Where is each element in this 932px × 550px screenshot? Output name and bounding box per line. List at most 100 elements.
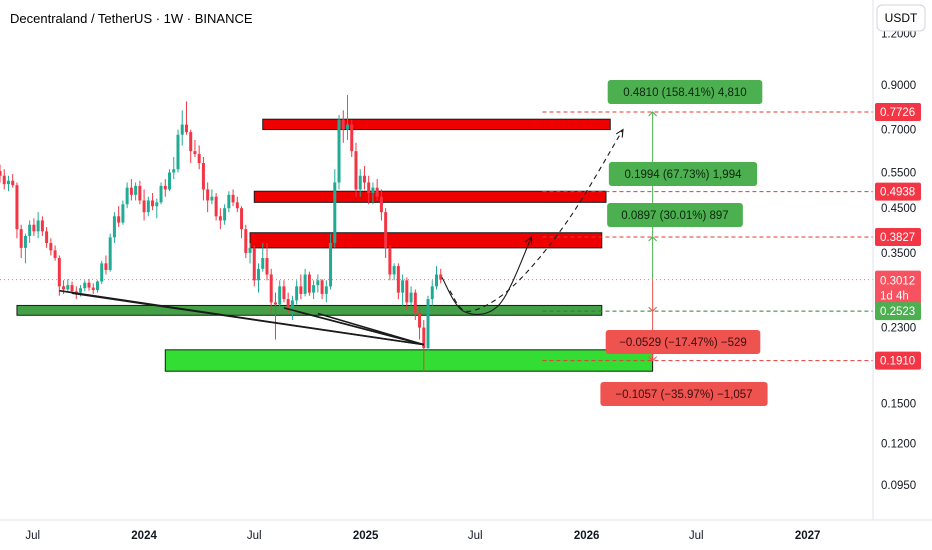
- candle-body: [74, 291, 78, 293]
- candle-body: [269, 274, 273, 303]
- candle-body: [346, 124, 350, 130]
- candle-body: [146, 200, 150, 213]
- price-tick-label: 0.1200: [881, 438, 916, 450]
- candle-body: [66, 285, 70, 290]
- trendline: [317, 312, 425, 346]
- resistance-zone: [262, 118, 611, 131]
- candle-body: [435, 274, 438, 287]
- candle-body: [362, 175, 366, 183]
- candle-body: [371, 187, 375, 194]
- candle-body: [159, 185, 163, 203]
- price-tick-label: 0.0950: [881, 480, 916, 492]
- currency-button-frame[interactable]: [876, 4, 926, 32]
- ruler-arrow: [648, 236, 657, 242]
- level-price-badge: [875, 228, 921, 247]
- price-tick-label: 0.1500: [881, 399, 916, 411]
- candle-body: [265, 258, 269, 275]
- trendline: [71, 292, 424, 346]
- profit-label-box: [608, 162, 758, 186]
- candle-body: [87, 282, 91, 288]
- candle-body: [312, 285, 316, 293]
- candle-body: [117, 216, 121, 223]
- candle-body: [45, 231, 49, 244]
- profit-label-box: [607, 203, 743, 227]
- candle-body: [388, 247, 392, 275]
- candle-countdown: 1d 4h: [880, 291, 909, 303]
- candle-body: [341, 119, 345, 130]
- candle-body: [121, 204, 125, 223]
- candle-body: [218, 216, 222, 221]
- candle-body: [36, 220, 40, 232]
- dashed-projection-path: [449, 129, 624, 312]
- candle-body: [286, 299, 290, 308]
- candle-body: [112, 216, 116, 238]
- candle-body: [100, 263, 104, 282]
- projection-arrowhead: [524, 235, 533, 245]
- candle-body: [6, 180, 10, 185]
- candle-body: [108, 237, 112, 270]
- candle-body: [83, 282, 87, 289]
- candle-body: [155, 202, 159, 207]
- level-price-badge: [875, 182, 921, 201]
- candle-body: [273, 302, 277, 305]
- level-price-value: 0.4938: [880, 187, 915, 199]
- projection-paths: [441, 128, 624, 315]
- currency-button[interactable]: USDT: [876, 4, 926, 32]
- candle-body: [210, 196, 214, 201]
- candle-body: [223, 208, 227, 221]
- candle-body: [53, 250, 57, 259]
- candle-body: [214, 196, 218, 217]
- currency-button-label[interactable]: USDT: [885, 11, 918, 25]
- price-tick-label: 0.2300: [881, 323, 916, 335]
- candle-body: [79, 288, 83, 293]
- candle-body: [104, 263, 108, 270]
- candle-body: [163, 185, 167, 190]
- ruler-arrow: [648, 111, 657, 117]
- candle-body: [57, 258, 61, 287]
- candle-body: [240, 208, 244, 230]
- time-tick-label: 2024: [131, 530, 157, 542]
- time-tick-label: 2026: [574, 530, 600, 542]
- candle-body: [290, 300, 294, 308]
- candle-body: [244, 229, 248, 253]
- candle-body: [206, 189, 210, 201]
- candle-body: [257, 268, 261, 281]
- candle-body: [231, 194, 235, 203]
- candle-body: [235, 202, 239, 209]
- last-price-badge: [875, 270, 921, 307]
- candle-body: [426, 299, 430, 349]
- price-axis[interactable]: 1.2000 0.9000 0.7000 0.5500 0.4500 0.3500 0.23…: [881, 29, 916, 492]
- candle-body: [15, 185, 19, 230]
- price-tick-label: 1.2000: [881, 29, 916, 41]
- candle-body: [307, 274, 311, 293]
- resistance-zone: [249, 232, 603, 249]
- candle-body: [252, 247, 256, 281]
- candle-body: [40, 220, 44, 232]
- candle-body: [430, 286, 434, 300]
- time-tick-label: Jul: [247, 530, 262, 542]
- price-badges: 0.7726 0.4938 0.3827 0.3012 1d 4h 0.2523 0.191…: [875, 103, 921, 370]
- candle-body: [134, 185, 138, 195]
- candle-body: [401, 280, 405, 293]
- time-axis[interactable]: Jul 2024 Jul 2025 Jul 2026 Jul 2027: [25, 530, 820, 542]
- level-price-value: 0.7726: [880, 107, 915, 119]
- candle-body: [180, 124, 184, 135]
- candle-body: [184, 124, 188, 133]
- candle-body: [142, 200, 146, 213]
- level-price-badge: [875, 351, 921, 370]
- candle-body: [129, 187, 133, 195]
- candle-body: [409, 292, 413, 303]
- ruler-arrow: [648, 306, 657, 312]
- chart-title: Decentraland / TetherUS · 1W · BINANCE: [10, 11, 253, 26]
- candlesticks: [0, 95, 443, 372]
- ruler-arrow: [648, 356, 657, 362]
- candle-body: [91, 287, 95, 291]
- time-tick-label: Jul: [689, 530, 704, 542]
- candle-body: [248, 247, 252, 253]
- profit-label-text: 0.1994 (67.73%) 1,994: [624, 169, 742, 181]
- loss-label-text: −0.0529 (−17.47%) −529: [619, 337, 747, 349]
- candle-body: [299, 286, 303, 294]
- price-tick-label: 0.3500: [881, 248, 916, 260]
